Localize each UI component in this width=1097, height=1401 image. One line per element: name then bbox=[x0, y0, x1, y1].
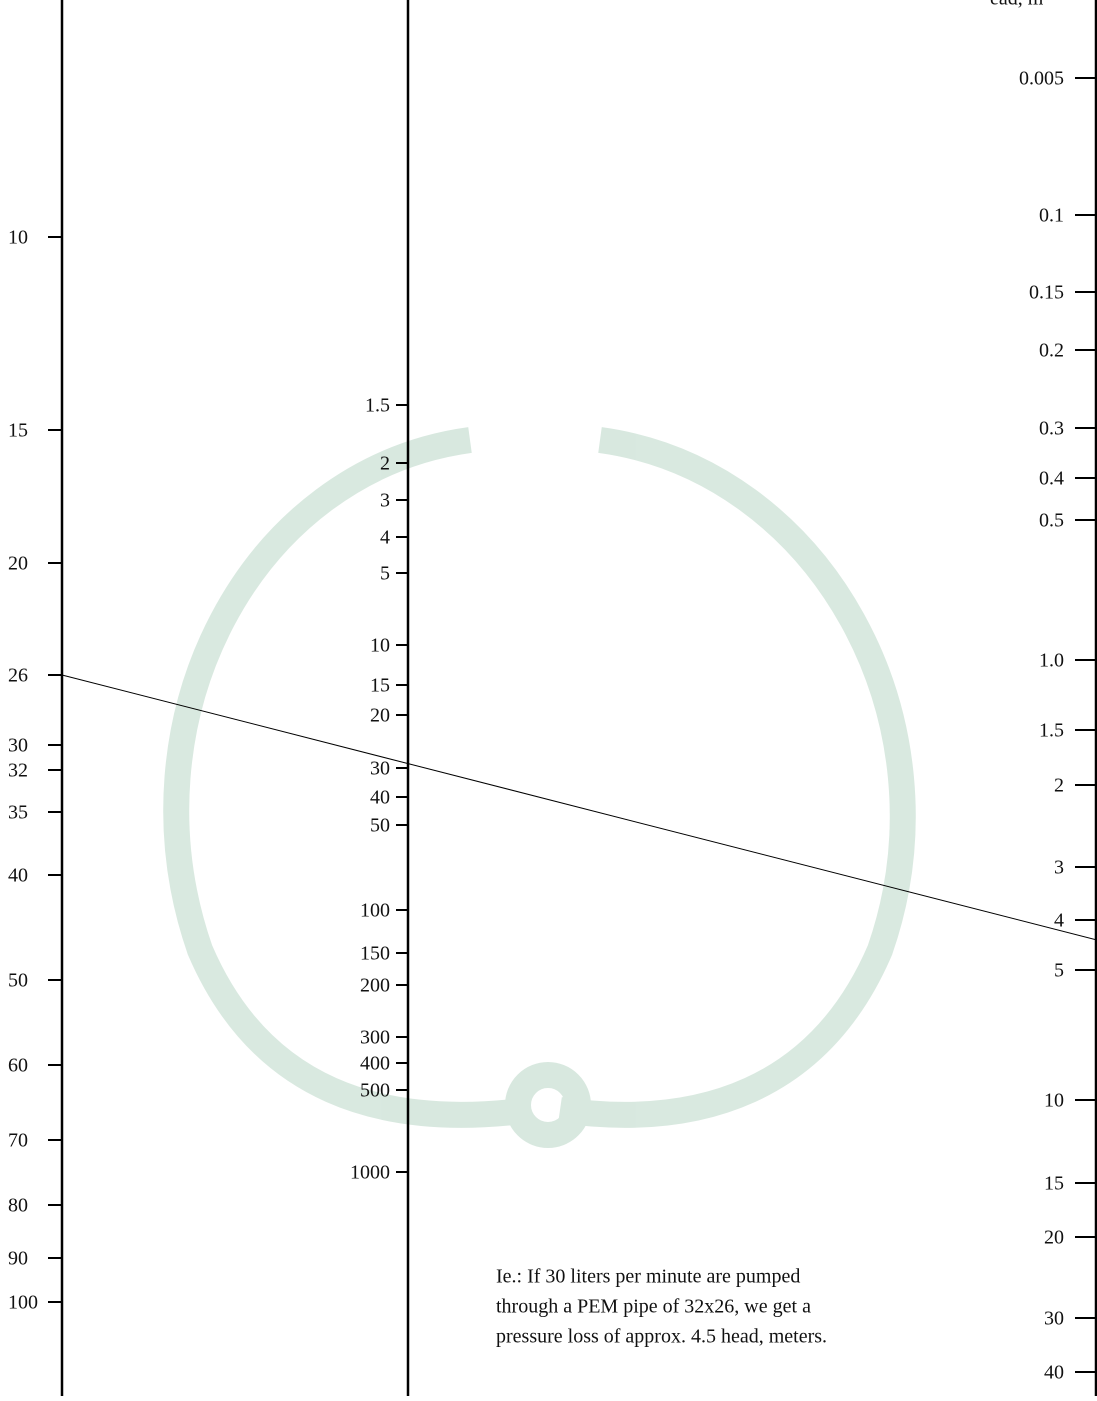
tick-label: 500 bbox=[360, 1080, 390, 1102]
tick-label: 20 bbox=[1044, 1227, 1064, 1249]
tick-label: 50 bbox=[8, 970, 28, 992]
tick-label: 2 bbox=[380, 453, 390, 475]
tick-label: 15 bbox=[370, 675, 390, 697]
tick-label: 90 bbox=[8, 1248, 28, 1270]
tick-label: 10 bbox=[1044, 1090, 1064, 1112]
tick-label: 20 bbox=[370, 705, 390, 727]
wreath-left bbox=[163, 427, 532, 1128]
tick-label: 26 bbox=[8, 665, 28, 687]
tick-label: 5 bbox=[380, 563, 390, 585]
tick-label: 2 bbox=[1054, 775, 1064, 797]
tick-label: 30 bbox=[1044, 1308, 1064, 1330]
tick-label: 30 bbox=[8, 735, 28, 757]
tick-label: 4 bbox=[1054, 910, 1064, 932]
tick-label: 150 bbox=[360, 943, 390, 965]
tick-label: 200 bbox=[360, 975, 390, 997]
tick-label: 3 bbox=[1054, 857, 1064, 879]
tick-label: 100 bbox=[8, 1292, 38, 1314]
wreath-right bbox=[558, 427, 916, 1128]
tick-label: 0.2 bbox=[1039, 340, 1064, 362]
tick-label: 1.0 bbox=[1039, 650, 1064, 672]
tick-label: 40 bbox=[1044, 1362, 1064, 1384]
tick-label: 10 bbox=[8, 227, 28, 249]
tick-label: 300 bbox=[360, 1027, 390, 1049]
tick-label: 10 bbox=[370, 635, 390, 657]
tick-label: 1.5 bbox=[1039, 720, 1064, 742]
wreath bbox=[163, 427, 916, 1148]
tick-label: 35 bbox=[8, 802, 28, 824]
tick-label: 20 bbox=[8, 553, 28, 575]
note-line: pressure loss of approx. 4.5 head, meter… bbox=[496, 1326, 827, 1348]
tick-label: 40 bbox=[8, 865, 28, 887]
tick-label: 1.5 bbox=[365, 395, 390, 417]
wreath-bow bbox=[505, 1062, 591, 1148]
note-line: through a PEM pipe of 32x26, we get a bbox=[496, 1296, 811, 1318]
tick-label: 0.4 bbox=[1039, 468, 1064, 490]
tick-label: 4 bbox=[380, 527, 390, 549]
tick-label: 40 bbox=[370, 787, 390, 809]
tick-label: 15 bbox=[1044, 1173, 1064, 1195]
tick-label: 0.1 bbox=[1039, 205, 1064, 227]
tick-label: 5 bbox=[1054, 960, 1064, 982]
example-line bbox=[61, 674, 1097, 941]
tick-label: 1000 bbox=[350, 1162, 390, 1184]
tick-label: 70 bbox=[8, 1130, 28, 1152]
tick-label: 0.005 bbox=[1019, 68, 1064, 90]
tick-label: 0.5 bbox=[1039, 510, 1064, 532]
tick-label: 15 bbox=[8, 420, 28, 442]
note-line: Ie.: If 30 liters per minute are pumped bbox=[496, 1266, 800, 1288]
tick-label: 80 bbox=[8, 1195, 28, 1217]
tick-label: 100 bbox=[360, 900, 390, 922]
tick-label: 50 bbox=[370, 815, 390, 837]
tick-label: 60 bbox=[8, 1055, 28, 1077]
tick-label: 32 bbox=[8, 760, 28, 782]
tick-label: 0.15 bbox=[1029, 282, 1064, 304]
axis-header: ead, m bbox=[990, 0, 1044, 10]
tick-label: 0.3 bbox=[1039, 418, 1064, 440]
tick-label: 400 bbox=[360, 1053, 390, 1075]
tick-label: 3 bbox=[380, 490, 390, 512]
tick-label: 30 bbox=[370, 758, 390, 780]
